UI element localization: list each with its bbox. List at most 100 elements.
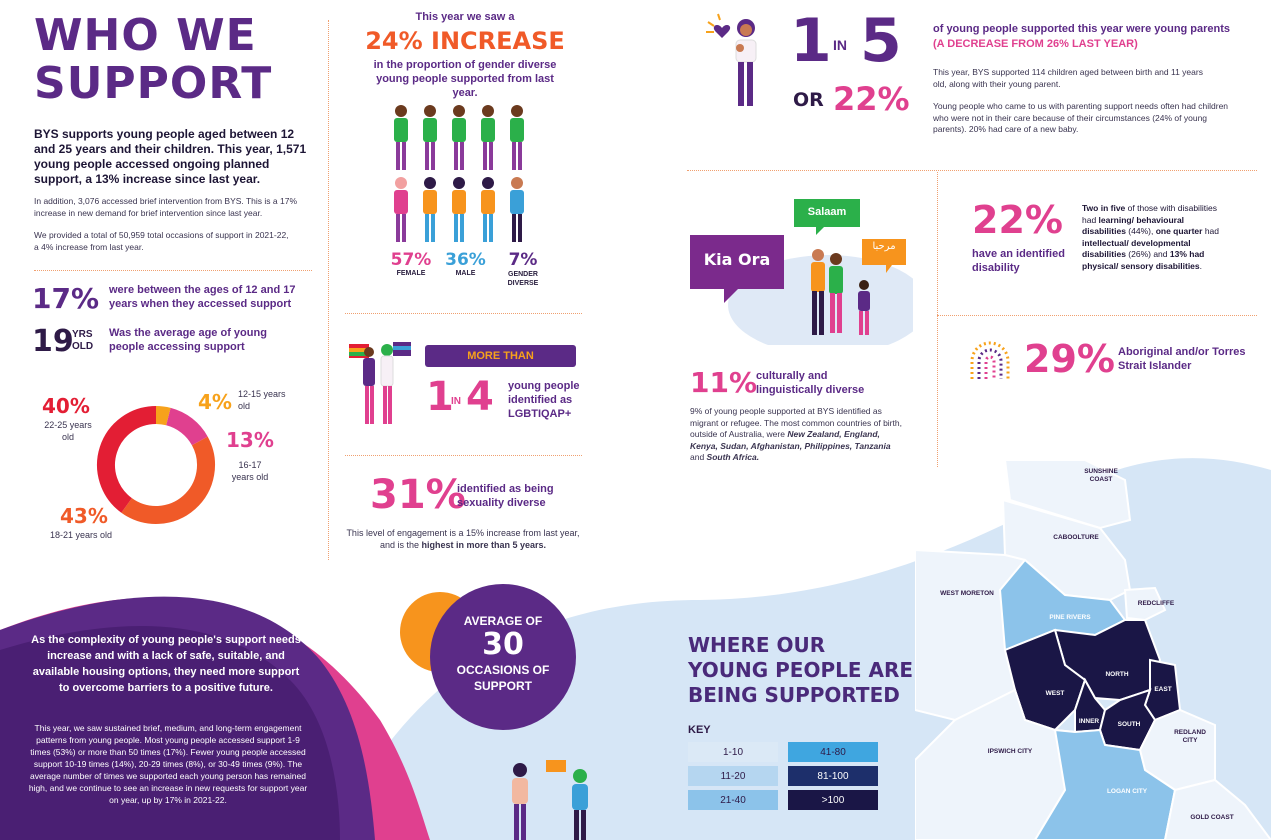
female-figure [423,105,437,170]
map-label-west: WEST [1045,690,1065,697]
parents-heading: of young people supported this year were… [933,22,1253,52]
intro-bold: BYS supports young people aged between 1… [34,127,307,186]
disability-text: Two in five of those with disabilities h… [1082,203,1222,272]
female-figure [452,105,466,170]
dis-t2: of those with disabilities had [1082,203,1217,225]
aboriginal-label: Aboriginal and/or Torres Strait Islander [1118,346,1246,372]
avg-line2: OCCASIONS OF [456,663,550,677]
divider [34,270,312,271]
donut-label-40-text: 22-25 years old [44,420,92,442]
parents-p2: Young people who came to us with parenti… [933,101,1229,134]
culture-value: 11% [690,366,758,399]
culture-text-and: and [690,452,707,462]
culture-label: culturally and linguistically diverse [756,370,865,396]
avg-line3: SUPPORT [473,679,532,693]
average-circle: AVERAGE OF 30 OCCASIONS OF SUPPORT [430,584,576,730]
lgbt-in: IN [451,396,461,407]
lgbt-four: 4 [466,374,494,420]
map-label-redland: REDLAND CITY [1174,729,1206,744]
stat-19-unit-bottom: OLD [72,341,94,352]
key-item: 41-80 [788,742,878,762]
map-label-caboolture: CABOOLTURE [1053,534,1099,541]
male-label: MALE [455,270,476,277]
divider [937,315,1257,316]
female-figure [394,105,408,170]
map-label-sunshine: SUNSHINE COAST [1084,468,1118,483]
arabic-bubble: مرحبا [872,241,896,252]
culture-text-bold: New Zealand, England, Kenya, Sudan, Afgh… [690,429,891,451]
key-item: 1-10 [688,742,778,762]
donut-slice-16-17 [165,407,208,446]
intro-paragraph-2: We provided a total of 50,959 total occa… [34,230,289,252]
donut-label-4-text: 12-15 years old [238,389,286,411]
male-pct: 36% [445,250,486,270]
culture-text: 9% of young people supported at BYS iden… [690,406,905,464]
gender-people-illustration [394,105,524,242]
diverse-pct: 7% [508,250,538,270]
sexuality-note-text: This level of engagement is a 15% increa… [346,528,580,550]
sexuality-note: This level of engagement is a 15% increa… [345,528,581,551]
parents-p1: This year, BYS supported 114 children ag… [933,67,1203,89]
meeting-illustration [512,760,588,840]
parent-illustration [706,13,757,106]
dis-t9: 13% had physical/ sensory disabilities [1082,249,1205,271]
divider-vertical [937,172,938,467]
map-label-ipswich: IPSWICH CITY [987,748,1033,755]
title-line-1: WHO WE [34,10,257,61]
aboriginal-value: 29% [1024,337,1115,381]
region-map [915,460,1271,840]
dis-t7: intellectual/ developmental disabilities [1082,237,1191,260]
map-label-inner: INNER [1078,718,1100,725]
gender-male-stat: 36% MALE [443,250,488,277]
more-than-banner: MORE THAN [425,345,576,367]
gender-diverse-stat: 7% GENDER DIVERSE [502,250,544,288]
parents-or: OR [793,89,824,111]
donut-slice-12-15 [155,406,171,426]
gender-section: This year we saw a 24% INCREASE in the p… [345,10,585,100]
bottom-body: This year, we saw sustained brief, mediu… [28,723,308,805]
stat-19-unit: YRS OLD [72,329,93,353]
female-figure [510,105,524,170]
female-pct: 57% [390,250,432,270]
age-donut-chart [97,406,215,524]
avg-line1: AVERAGE OF [463,614,543,628]
female-figure [394,177,408,242]
disability-label: have an identified disability [972,248,1065,274]
parents-pct: 22% [833,80,910,118]
culture-text-plain: 9% of young people supported at BYS iden… [690,406,902,439]
aboriginal-symbol [970,341,1010,379]
disability-value: 22% [972,198,1063,242]
lgbt-text: young people identified as LGBTIQAP+ [508,380,580,420]
lgbt-one: 1 [426,374,454,420]
divider [345,455,582,456]
map-label-logan: LOGAN CITY [1106,788,1148,795]
parents-heading-2: (A DECREASE FROM 26% LAST YEAR) [933,38,1138,50]
culture-illustration [690,199,913,345]
divider-vertical [328,20,329,560]
gender-diverse-figure [510,177,524,242]
male-figure [452,177,466,242]
parents-one: 1 [790,6,832,76]
dis-t5: one quarter [1155,226,1203,236]
salaam-bubble: Salaam [807,206,847,218]
sexuality-note-bold: highest in more than 5 years. [421,539,547,550]
map-label-west-moreton: WEST MORETON [940,590,994,597]
map-title: WHERE OUR YOUNG PEOPLE ARE BEING SUPPORT… [688,633,913,708]
dis-t8: (26%) and [1125,249,1170,259]
dis-t4: (44%), [1125,226,1156,236]
stat-19-text: Was the average age of young people acce… [109,327,267,353]
kia-ora-bubble: Kia Ora [703,250,771,269]
male-figure [481,177,495,242]
stat-17-value: 17% [32,282,100,315]
key-item: 21-40 [688,790,778,810]
female-label: FEMALE [396,270,426,277]
map-label-east: EAST [1154,686,1172,693]
divider [687,170,1257,171]
bottom-lead: As the complexity of young people's supp… [31,634,301,694]
map-label-gold-coast: GOLD COAST [1190,814,1234,821]
dis-t1: Two in five [1082,203,1126,213]
title-line-2: SUPPORT [34,58,273,109]
dis-t3: learning/ behavioural disabilities [1082,214,1185,237]
map-label-pine-rivers: PINE RIVERS [1049,614,1091,621]
gender-pre: This year we saw a [415,11,515,23]
